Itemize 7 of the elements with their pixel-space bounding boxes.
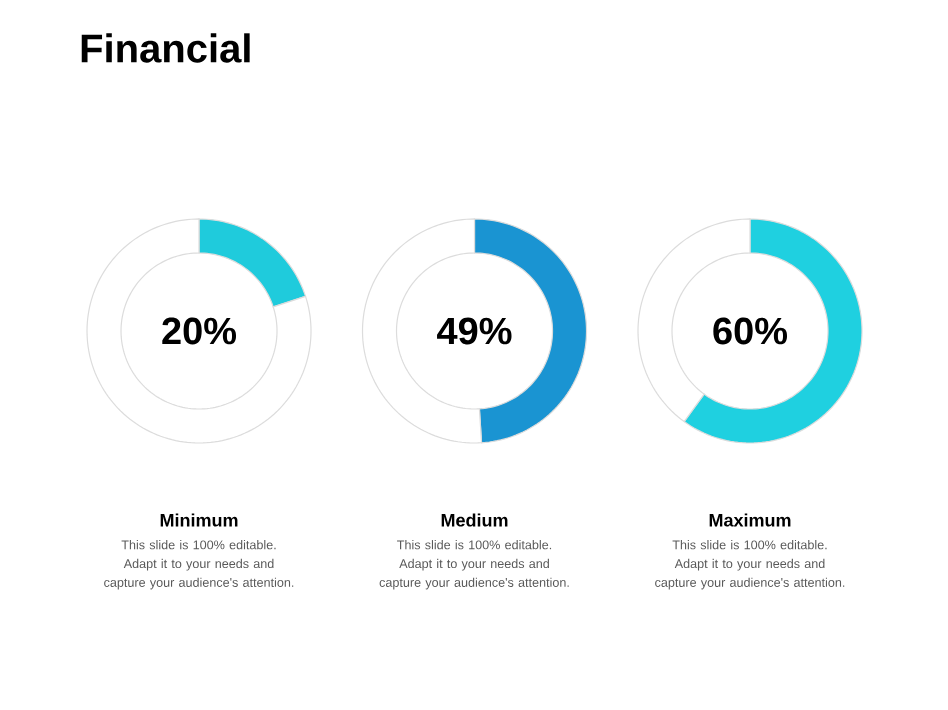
text: Minimum: [160, 513, 238, 527]
text: Financial: [81, 33, 250, 63]
text: 49%: [437, 317, 512, 345]
text: Medium: [441, 513, 508, 527]
text: 60%: [713, 317, 788, 345]
text: 20%: [162, 317, 237, 345]
text: Maximum: [709, 513, 791, 527]
